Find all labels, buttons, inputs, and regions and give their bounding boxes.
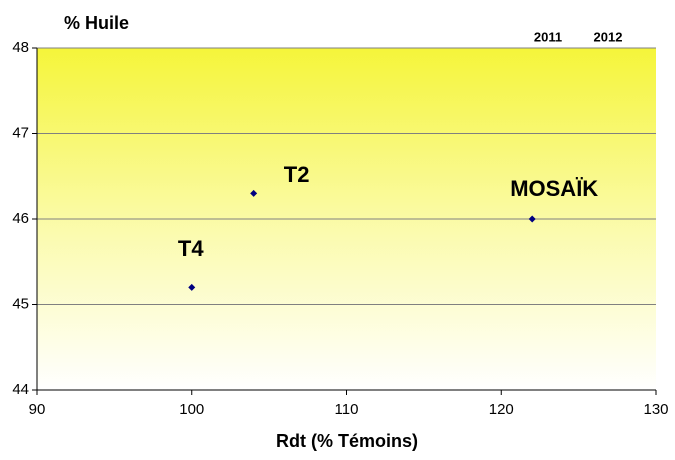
y-tick-label: 47	[12, 124, 29, 141]
y-tick-label: 45	[12, 295, 29, 312]
y-axis-title: % Huile	[64, 13, 129, 33]
x-tick-label: 110	[335, 401, 359, 418]
x-tick-label: 90	[29, 401, 46, 418]
y-tick-label: 46	[12, 210, 29, 227]
point-label: T4	[178, 236, 204, 261]
point-label: T2	[284, 162, 310, 187]
point	[250, 189, 258, 197]
point-label: MOSAÏK	[510, 176, 598, 201]
x-axis-title: Rdt (% Témoins)	[276, 431, 418, 451]
y-tick-label: 48	[12, 39, 29, 56]
y-tick-label: 44	[12, 381, 29, 398]
annotation: 2011	[534, 29, 562, 44]
point	[188, 283, 196, 291]
annotation: 2012	[594, 29, 623, 44]
x-tick-label: 100	[179, 401, 204, 418]
point	[528, 215, 536, 223]
x-tick-label: 130	[643, 401, 668, 418]
x-tick-label: 120	[489, 401, 514, 418]
